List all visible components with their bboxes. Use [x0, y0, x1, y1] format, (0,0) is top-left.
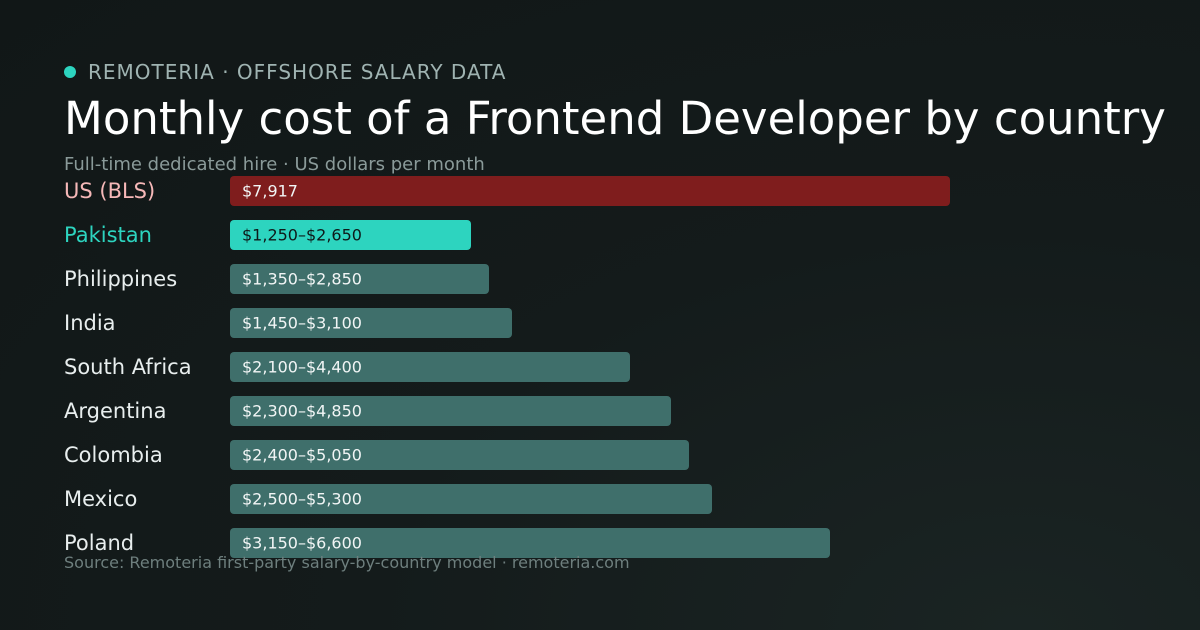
bar-value-label: $2,300–$4,850	[242, 401, 362, 421]
bar-row: Philippines $1,350–$2,850	[64, 264, 1164, 294]
source-note: Source: Remoteria first-party salary-by-…	[64, 553, 630, 572]
bar-row: Pakistan $1,250–$2,650	[64, 220, 1164, 250]
category-label: Pakistan	[64, 223, 152, 247]
bar-row: Argentina $2,300–$4,850	[64, 396, 1164, 426]
bar: $3,150–$6,600	[230, 528, 830, 558]
category-label: Argentina	[64, 399, 167, 423]
bar-value-label: $1,350–$2,850	[242, 269, 362, 289]
bar-value-label: $2,500–$5,300	[242, 489, 362, 509]
bar-value-label: $2,100–$4,400	[242, 357, 362, 377]
bar: $7,917	[230, 176, 950, 206]
brand-header: REMOTERIA · OFFSHORE SALARY DATA	[64, 60, 506, 84]
bar: $2,300–$4,850	[230, 396, 671, 426]
category-label: US (BLS)	[64, 179, 156, 203]
bar: $1,250–$2,650	[230, 220, 471, 250]
bar-row: US (BLS) $7,917	[64, 176, 1164, 206]
bar-value-label: $3,150–$6,600	[242, 533, 362, 553]
category-label: Poland	[64, 531, 135, 555]
bar: $2,500–$5,300	[230, 484, 712, 514]
category-label: Colombia	[64, 443, 163, 467]
chart-title: Monthly cost of a Frontend Developer by …	[64, 92, 1166, 145]
bar: $2,100–$4,400	[230, 352, 630, 382]
bar-value-label: $2,400–$5,050	[242, 445, 362, 465]
brand-dot-icon	[64, 66, 76, 78]
bar-row: Mexico $2,500–$5,300	[64, 484, 1164, 514]
bar-value-label: $7,917	[242, 181, 298, 201]
brand-label: REMOTERIA · OFFSHORE SALARY DATA	[88, 60, 507, 84]
chart-subtitle: Full-time dedicated hire · US dollars pe…	[64, 154, 485, 175]
bar-value-label: $1,250–$2,650	[242, 225, 362, 245]
category-label: Philippines	[64, 267, 178, 291]
bar-row: India $1,450–$3,100	[64, 308, 1164, 338]
bar-value-label: $1,450–$3,100	[242, 313, 362, 333]
bar: $1,350–$2,850	[230, 264, 489, 294]
category-label: South Africa	[64, 355, 192, 379]
category-label: Mexico	[64, 487, 138, 511]
bar-row: Poland $3,150–$6,600	[64, 528, 1164, 558]
bar: $1,450–$3,100	[230, 308, 512, 338]
bar: $2,400–$5,050	[230, 440, 689, 470]
bar-row: Colombia $2,400–$5,050	[64, 440, 1164, 470]
category-label: India	[64, 311, 116, 335]
bar-row: South Africa $2,100–$4,400	[64, 352, 1164, 382]
